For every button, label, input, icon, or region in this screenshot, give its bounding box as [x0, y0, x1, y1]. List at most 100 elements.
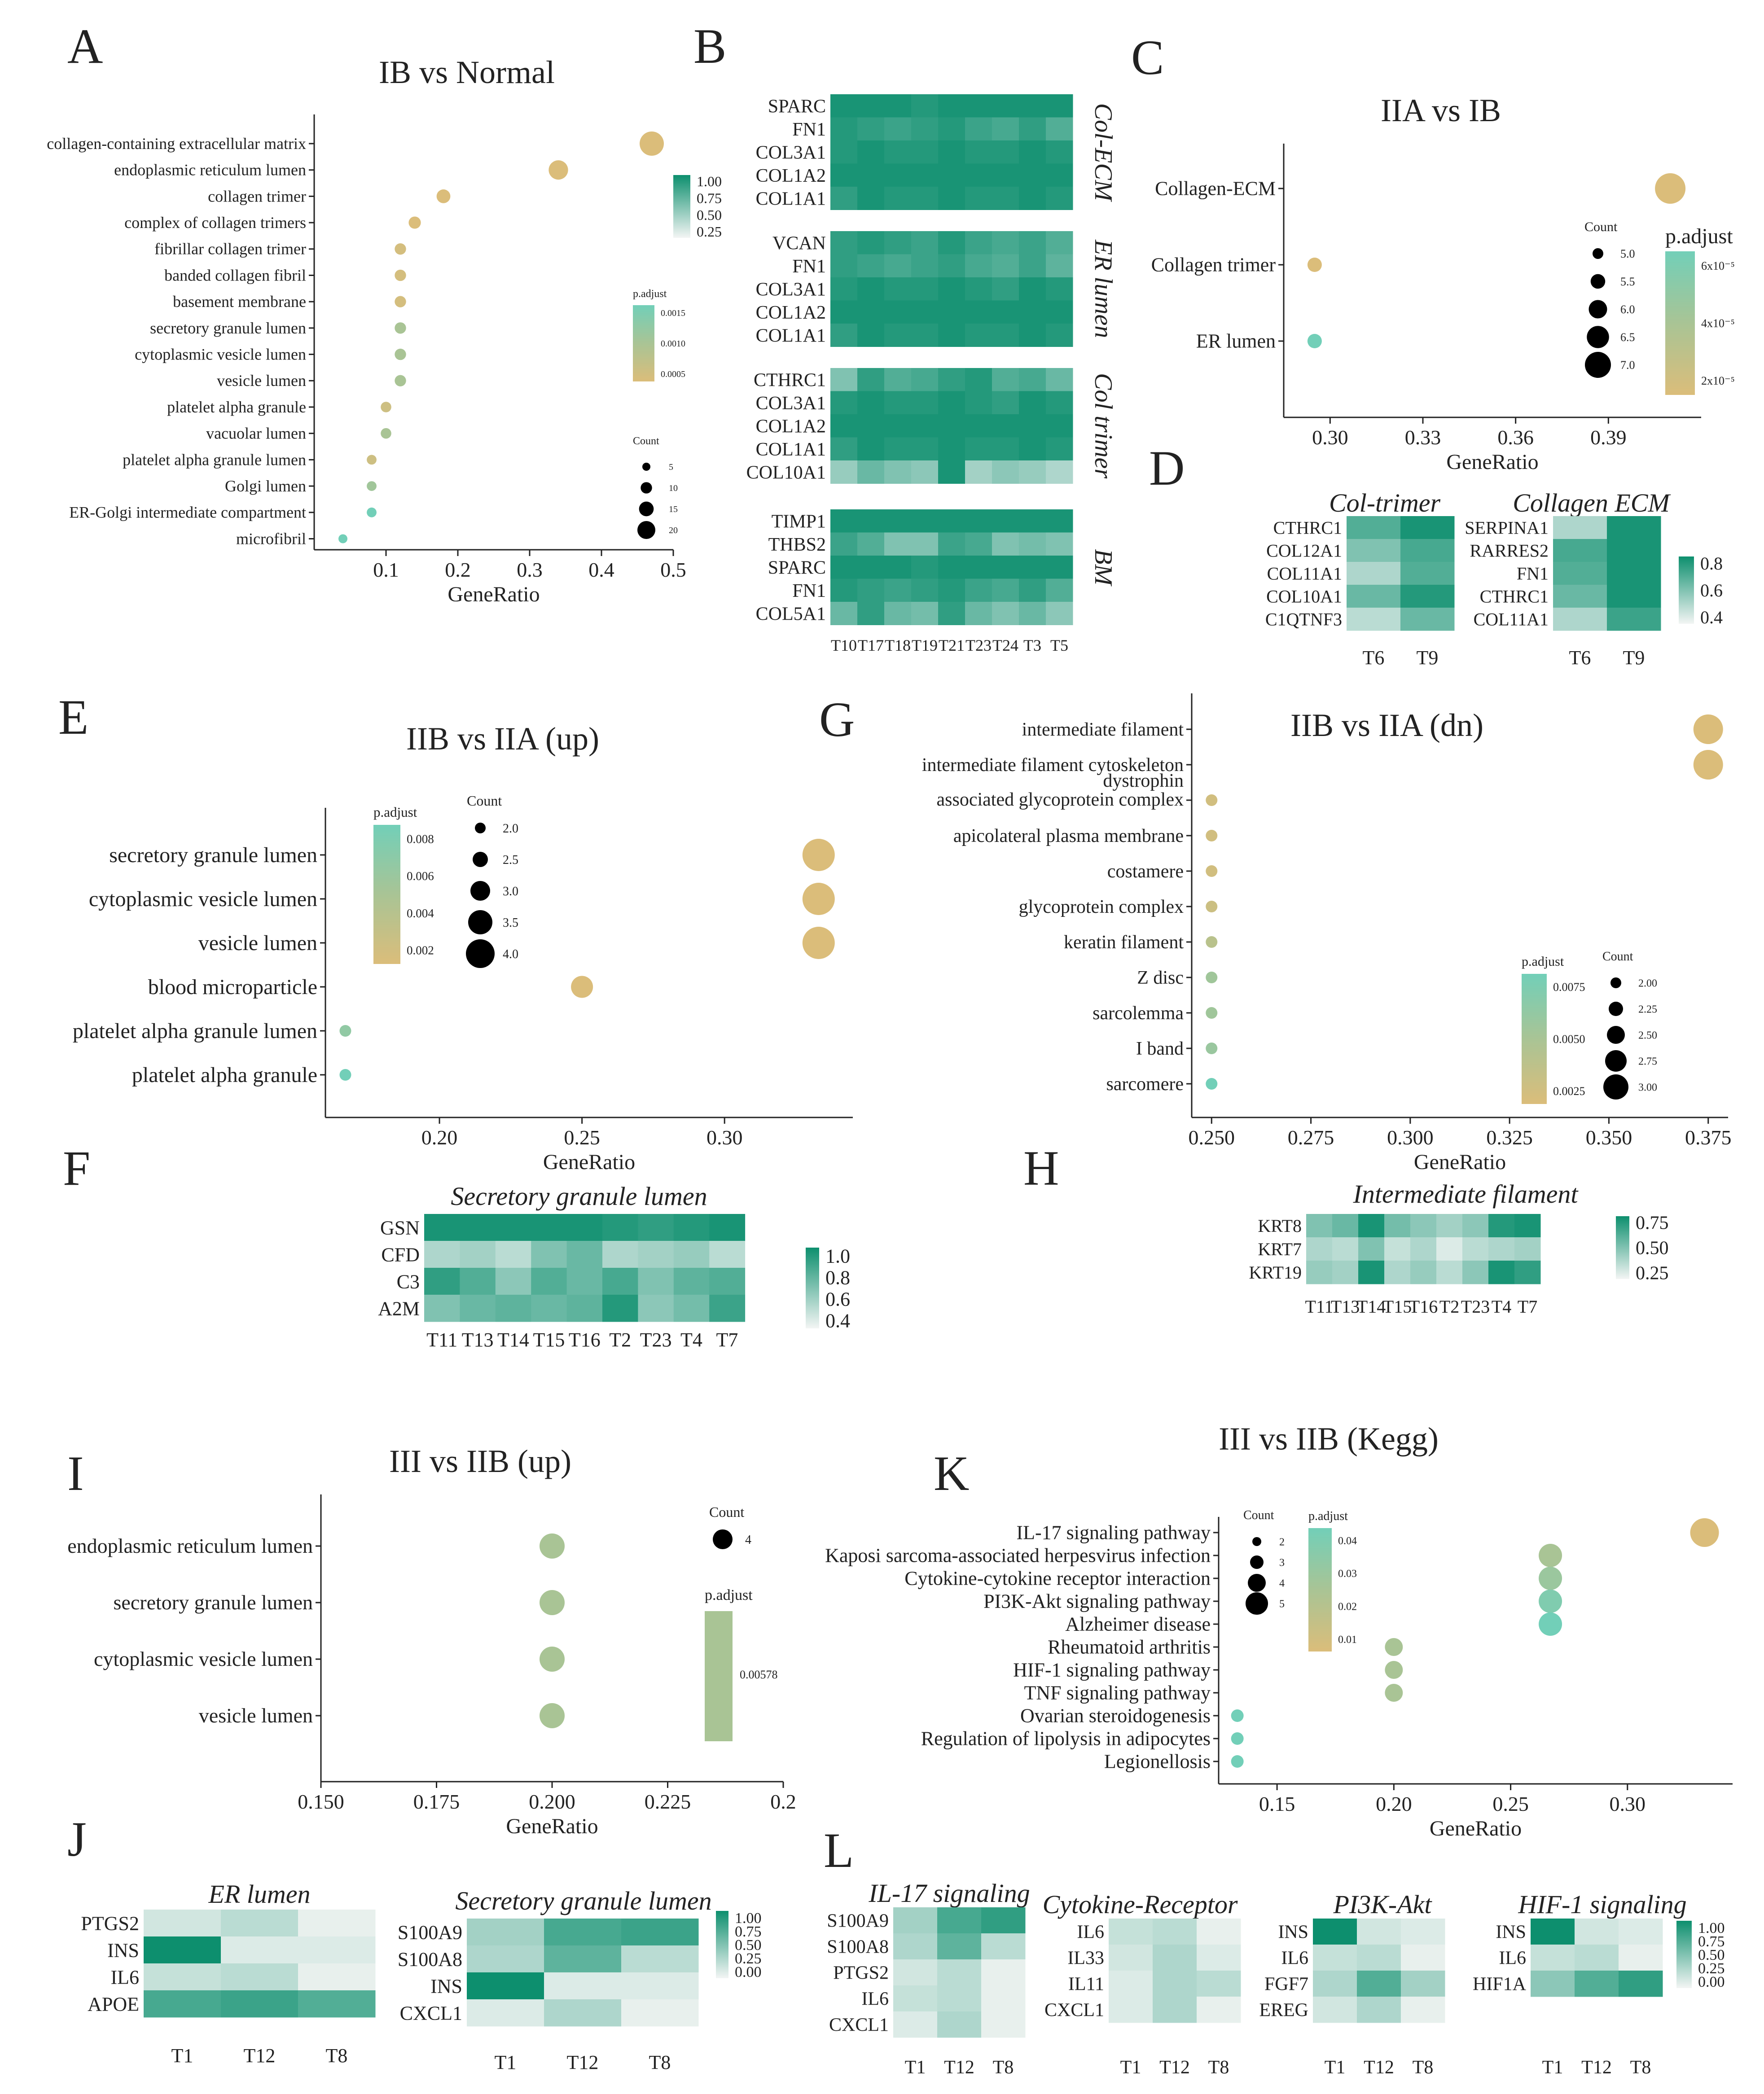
heatmap-cell — [830, 532, 858, 556]
gene-label: COL1A1 — [756, 325, 826, 346]
y-tick-label: Collagen-ECM — [1155, 178, 1276, 200]
gene-label: COL1A1 — [756, 439, 826, 460]
y-tick-label: platelet alpha granule — [167, 398, 306, 416]
heatmap-cell — [144, 1936, 221, 1964]
heatmap-cell — [1531, 1971, 1575, 1997]
legend-title: Count — [709, 1504, 744, 1520]
heatmap-cell — [1384, 1261, 1411, 1284]
legend-size-dot — [713, 1529, 733, 1549]
data-point — [1693, 750, 1723, 780]
heatmap-title: IL-17 signaling — [868, 1879, 1030, 1908]
heatmap-cell — [709, 1214, 746, 1241]
heatmap-cell — [1347, 562, 1401, 585]
sample-label: T9 — [1417, 647, 1439, 669]
y-tick-label: Golgi lumen — [225, 477, 306, 495]
heatmap-cell — [1306, 1214, 1333, 1238]
y-tick-label: secretory granule lumen — [109, 843, 317, 867]
gene-label: COL12A1 — [1266, 541, 1342, 561]
legend-tick-label: 0.01 — [1338, 1634, 1357, 1646]
gene-label: CTHRC1 — [1273, 518, 1342, 538]
heatmap-cell — [965, 509, 992, 533]
heatmap-cell — [1109, 1997, 1153, 2023]
legend-l-heat: 1.000.750.500.250.00 — [1676, 1920, 1725, 1990]
sample-label: T9 — [1623, 647, 1645, 669]
gene-label: COL11A1 — [1267, 564, 1342, 584]
data-point — [1539, 1544, 1562, 1567]
x-axis-title: GeneRatio — [1430, 1817, 1522, 1840]
x-tick-label: 0.15 — [1259, 1792, 1295, 1815]
legend-colorbar — [1665, 251, 1695, 395]
gene-label: FN1 — [792, 581, 826, 601]
gene-label: FGF7 — [1264, 1974, 1308, 1995]
heatmap-cell — [857, 414, 885, 438]
heatmap-cell — [566, 1214, 603, 1241]
legend-c-padj: p.adjust 6x10⁻⁵ 4x10⁻⁵ 2x10⁻⁵ — [1665, 224, 1735, 395]
heatmap-cell — [1401, 1971, 1445, 1997]
legend-title: p.adjust — [1522, 954, 1564, 969]
legend-size-dot — [637, 521, 655, 539]
legend-colorbar — [1522, 974, 1547, 1104]
heatmap-cell — [1531, 1945, 1575, 1971]
heatmap-cell — [1313, 1971, 1357, 1997]
x-tick-label: 0.175 — [413, 1790, 460, 1813]
y-tick-label: costamere — [1107, 861, 1184, 882]
legend-tick-label: 5 — [1279, 1598, 1285, 1610]
y-tick-label: associated glycoprotein complex — [937, 789, 1184, 810]
chart-title: III vs IIB (up) — [389, 1443, 571, 1479]
heatmap-cell — [938, 532, 965, 556]
legend-size-dot — [1587, 326, 1609, 348]
legend-tick-label: 0.6 — [1700, 580, 1723, 600]
heatmap-cell — [884, 509, 912, 533]
heatmap-cell — [1109, 1919, 1153, 1945]
y-tick-label: Z disc — [1137, 968, 1184, 988]
heatmap-cell — [965, 602, 992, 625]
heatmap-cell — [992, 578, 1019, 602]
heatmap-cell — [1619, 1971, 1663, 1997]
legend-tick-label: 0.25 — [735, 1950, 762, 1967]
heatmap-cell — [981, 1907, 1026, 1934]
panel-f-heatmap: Secretory granule lumen GSN CFD C3 A2M T11 T13… — [378, 1182, 746, 1351]
heatmap-cell — [992, 556, 1019, 579]
legend-tick-label: 0.00 — [735, 1964, 762, 1980]
heatmap-cell — [1046, 368, 1073, 391]
heatmap-cell — [1153, 1919, 1197, 1945]
heatmap-cell — [1401, 1919, 1445, 1945]
legend-title: Count — [633, 435, 659, 447]
heatmap-cell — [965, 277, 992, 301]
heatmap-cell — [602, 1295, 638, 1322]
y-tick-label: Rheumatoid arthritis — [1048, 1636, 1211, 1658]
heatmap-cell — [830, 163, 858, 187]
panel-a-dotplot: IB vs Normal 0.1 0.2 0.3 0.4 0.5 GeneRatio coll… — [47, 54, 686, 606]
heatmap-cell — [938, 509, 965, 533]
heatmap-cell — [965, 532, 992, 556]
heatmap-cell — [893, 1985, 938, 2012]
legend-size-dot — [470, 881, 490, 901]
heatmap-cell — [495, 1214, 531, 1241]
data-point — [802, 927, 835, 959]
heatmap-cell — [938, 414, 965, 438]
heatmap-cell — [1046, 437, 1073, 461]
heatmap-cell — [1410, 1237, 1437, 1261]
sample-label: T8 — [649, 2051, 671, 2073]
data-point — [339, 1025, 351, 1037]
legend-size-dot — [1590, 274, 1606, 289]
data-point — [1206, 1078, 1218, 1090]
heatmap-cell — [1358, 1237, 1385, 1261]
heatmap-cell — [884, 163, 912, 187]
heatmap-cell — [1332, 1237, 1359, 1261]
heatmap-cell — [884, 391, 912, 415]
y-tick-label: secretory granule lumen — [150, 319, 306, 337]
sample-label: T12 — [567, 2051, 599, 2073]
heatmap-cell — [1197, 1919, 1241, 1945]
sample-label: T17 — [858, 636, 884, 654]
heatmap-cell — [1462, 1214, 1489, 1238]
x-tick-label: 0.20 — [1376, 1792, 1412, 1815]
heatmap-title: PI3K-Akt — [1333, 1890, 1432, 1919]
heatmap-cell — [857, 254, 885, 278]
y-tick-label: vesicle lumen — [199, 1704, 313, 1727]
gene-label: IL6 — [1499, 1948, 1526, 1969]
sample-label: T13 — [1331, 1297, 1360, 1317]
heatmap-cell — [992, 117, 1019, 141]
heatmap-cell — [531, 1214, 567, 1241]
